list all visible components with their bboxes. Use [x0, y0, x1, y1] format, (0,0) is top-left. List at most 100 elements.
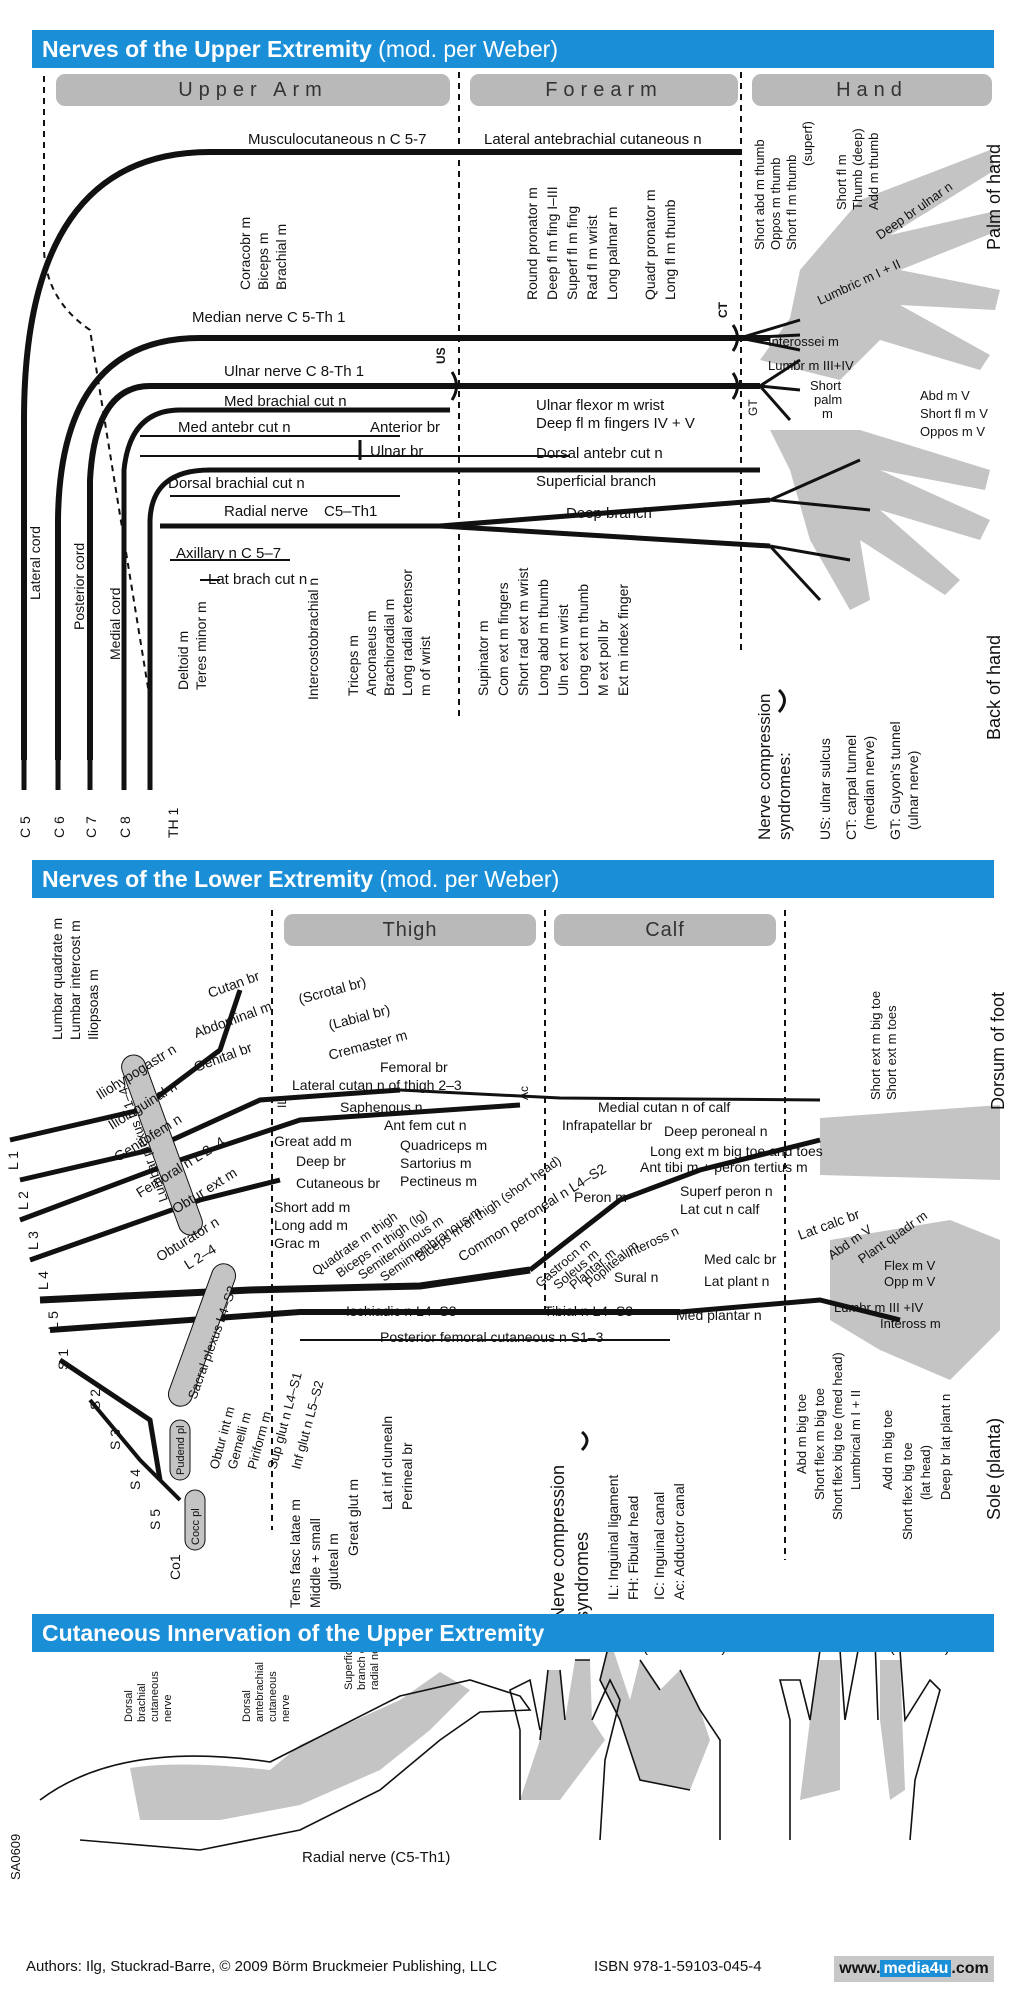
hand-label: Oppos m V — [920, 424, 985, 439]
compression-symbol — [777, 688, 786, 714]
brand-link[interactable]: www. media4u .com — [834, 1956, 994, 1982]
ulnar-br-label: Ulnar br — [370, 443, 423, 460]
median-hands — [509, 1639, 721, 1841]
lower-nerve-trunks — [9, 989, 901, 1502]
deep-br-label: Deep br — [296, 1153, 346, 1169]
tag-ac: Ac — [517, 1086, 531, 1100]
lower-compression-legend: Nerve compression syndromes IL: Inguinal… — [548, 1430, 687, 1620]
radial-seg-label: C5–Th1 — [324, 503, 377, 520]
radial-muscle: Anconaeus m — [363, 610, 379, 696]
lower-compression-symbol — [580, 1430, 589, 1452]
lower-compression-title: syndromes — [572, 1532, 592, 1620]
arm-label: nerve — [280, 1694, 292, 1722]
compression-note: US: ulnar sulcus — [817, 738, 833, 840]
pelvic-muscles: Obtur int m Gemelli m Piriform m Sup glu… — [206, 1371, 326, 1471]
ulnar-hands — [778, 1639, 941, 1841]
dorsum-foot-label: Dorsum of foot — [988, 992, 1008, 1110]
cutaneous-title: Cutaneous Innervation of the Upper Extre… — [42, 1620, 545, 1646]
upper-roots — [21, 760, 153, 790]
lower-roots: L 1 L 2 L 3 L 4 L 5 S 1 S 2 S 3 S 4 S 5 … — [5, 1151, 183, 1580]
median-muscle: Deep fl m fing I–III — [544, 186, 560, 300]
hand-label: Lumbr m III+IV — [768, 358, 854, 373]
palm-of-hand-label: Palm of hand — [984, 144, 1004, 250]
lower-title-banner: Nerves of the Lower Extremity (mod. per … — [32, 860, 994, 898]
pelvic-bottom-label: gluteal m — [325, 1533, 341, 1590]
foot-bottom-label: Add m big toe — [880, 1410, 895, 1490]
top-muscle: Lumbar quadrate m — [49, 918, 65, 1040]
lower-subtitle: (mod. per Weber) — [379, 866, 560, 892]
pelvic-bottom-label: Great glut m — [345, 1479, 361, 1556]
lower-compression-note: IC: Inguinal canal — [651, 1492, 667, 1600]
compression-note: (median nerve) — [861, 736, 877, 830]
quadriceps-label: Quadriceps m — [400, 1137, 487, 1153]
ant-fem-cut-label: Ant fem cut n — [384, 1117, 466, 1133]
musculocutaneous-label: Musculocutaneous n C 5-7 — [248, 131, 426, 148]
ulnar-label: Ulnar nerve C 8-Th 1 — [224, 363, 364, 380]
lat-antebrachial-label: Lateral antebrachial cutaneous n — [484, 131, 702, 148]
lower-compression-note: FH: Fibular head — [625, 1496, 641, 1600]
cremaster-label: Cremaster m — [327, 1027, 409, 1063]
compression-note: GT: Guyon's tunnel — [887, 721, 903, 840]
upper-title-banner: Nerves of the Upper Extremity (mod. per … — [32, 30, 994, 68]
superficial-branch-label: Superficial branch — [536, 473, 656, 490]
deltoid-muscle: Deltoid m — [175, 631, 191, 690]
hand-ulnar-label: Add m thumb — [866, 133, 881, 210]
cutaneous-br-label: Cutaneous br — [296, 1175, 380, 1191]
hand-label: m — [822, 406, 833, 421]
compression-title: Nerve compression — [755, 694, 774, 840]
upper-nerve-trunks — [21, 149, 871, 760]
pectineus-label: Pectineus m — [400, 1173, 477, 1189]
us-tag: US — [434, 347, 448, 364]
back-of-hand-label: Back of hand — [984, 635, 1004, 740]
lower-compression-note: IL: Inguinal ligament — [605, 1475, 621, 1600]
foot-bottom-label: Lumbrical m I + II — [848, 1390, 863, 1490]
posterior-cord-label: Posterior cord — [71, 543, 87, 630]
labial-label: (Labial br) — [327, 1001, 392, 1033]
compression-title: syndromes: — [775, 752, 794, 840]
ct-tag: CT — [716, 301, 730, 318]
brand-pre: www. — [839, 1960, 881, 1977]
root-l3: L 3 — [25, 1231, 41, 1250]
peron-m-label: Peron m — [574, 1189, 627, 1205]
long-ext-label: Long ext m big toe and toes — [650, 1143, 823, 1159]
root-s3: S 3 — [107, 1429, 123, 1450]
radial-caption: Radial nerve (C5-Th1) — [302, 1849, 450, 1866]
radial-muscle: Brachioradial m — [381, 599, 397, 696]
pelvic-bottom-label: Middle + small — [307, 1518, 323, 1608]
upper-dividers — [43, 72, 742, 720]
tag-il: IL — [275, 1098, 289, 1108]
radial-muscle: m of wrist — [417, 636, 433, 696]
med-plantar-label: Med plantar n — [676, 1307, 762, 1323]
hand-median-label: Short abd m thumb — [752, 139, 767, 250]
median-label: Median nerve C 5-Th 1 — [192, 309, 345, 326]
hand-median-label: (superf) — [800, 121, 815, 166]
root-s1: S 1 — [55, 1349, 71, 1370]
region-calf: Calf — [554, 914, 776, 946]
deep-muscle: Ext m index finger — [615, 584, 631, 696]
hand-ulnar-label: Thumb (deep) — [850, 128, 865, 210]
medial-cord-label: Medial cord — [107, 588, 123, 660]
arm-muscle: Biceps m — [255, 232, 271, 290]
upper-compression-legend: Nerve compression syndromes: US: ulnar s… — [755, 688, 921, 840]
arm-label: nerve — [162, 1694, 174, 1722]
root-l4: L 4 — [35, 1271, 51, 1290]
ant-tibi-label: Ant tibi m + peron tertius m — [640, 1159, 808, 1175]
root-s4: S 4 — [127, 1469, 143, 1490]
lat-cut-calf-label: Lat cut n calf — [680, 1201, 759, 1217]
lower-top-muscles: Lumbar quadrate m Lumbar intercost m Ili… — [49, 918, 101, 1040]
dorsum-foot-shape — [820, 1105, 1000, 1180]
hand-label: palm — [814, 392, 842, 407]
deep-peroneal-label: Deep peroneal n — [664, 1123, 768, 1139]
radial-muscle: Triceps m — [345, 635, 361, 696]
sole-foot-shape — [830, 1220, 1000, 1380]
deep-fl-label: Deep fl m fingers IV + V — [536, 415, 695, 432]
medial-cutan-calf-label: Medial cutan n of calf — [598, 1099, 730, 1115]
foot-plantar-label: Inteross m — [880, 1316, 941, 1331]
brand-mid: media4u — [880, 1960, 952, 1977]
deep-muscle: Short rad ext m wrist — [515, 568, 531, 696]
great-add-label: Great add m — [274, 1133, 352, 1149]
arm-label: cutaneous — [267, 1671, 279, 1722]
top-muscle: Lumbar intercost m — [67, 920, 83, 1040]
foot-bottom-label: Abd m big toe — [794, 1394, 809, 1474]
lower-compression-tags: IL Ac — [275, 1086, 531, 1108]
